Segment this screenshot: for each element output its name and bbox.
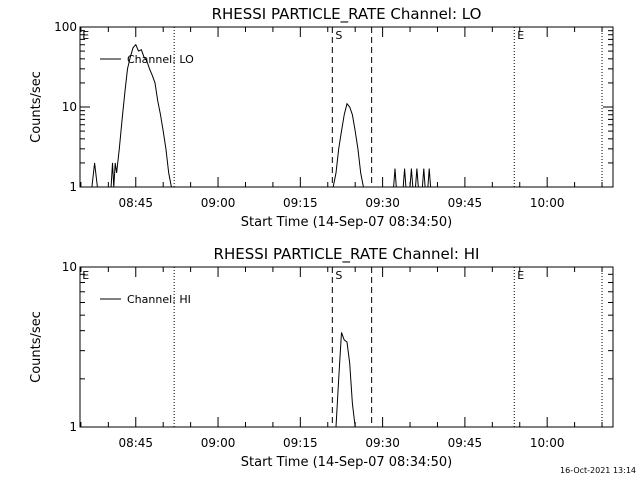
marker-label: S — [335, 269, 342, 282]
marker-label: E — [82, 29, 89, 42]
legend-label: Channel: LO — [127, 53, 194, 66]
y-axis-label: Counts/sec — [29, 71, 44, 143]
legend-label: Channel: HI — [127, 293, 191, 306]
x-tick-label: 10:00 — [530, 436, 565, 450]
x-tick-label: 09:00 — [201, 196, 236, 210]
marker-label: E — [517, 269, 524, 282]
x-tick-label: 09:15 — [283, 436, 318, 450]
panel-hi: RHESSI PARTICLE_RATE Channel: HI Start Ti… — [29, 245, 614, 470]
chart-title: RHESSI PARTICLE_RATE Channel: HI — [214, 245, 480, 264]
chart-title: RHESSI PARTICLE_RATE Channel: LO — [212, 5, 482, 24]
plot-frame — [79, 266, 614, 428]
x-tick-label: 09:30 — [365, 436, 400, 450]
x-tick-label: 09:15 — [283, 196, 318, 210]
marker-label: S — [335, 29, 342, 42]
marker-label: E — [82, 269, 89, 282]
series-line — [335, 332, 356, 428]
x-tick-label: 09:00 — [201, 436, 236, 450]
x-axis-label: Start Time (14-Sep-07 08:34:50) — [241, 215, 452, 230]
series-line — [91, 43, 432, 188]
x-tick-label: 08:45 — [118, 196, 153, 210]
panel-lo: RHESSI PARTICLE_RATE Channel: LO Start Ti… — [29, 5, 614, 230]
footer-timestamp: 16-Oct-2021 13:14 — [560, 466, 636, 475]
x-tick-label: 09:45 — [448, 436, 483, 450]
marker-label: E — [517, 29, 524, 42]
x-tick-label: 09:45 — [448, 196, 483, 210]
y-tick-label: 1 — [69, 180, 77, 194]
y-tick-label: 1 — [69, 420, 77, 434]
y-tick-label: 100 — [54, 20, 77, 34]
x-tick-label: 10:00 — [530, 196, 565, 210]
x-tick-label: 09:30 — [365, 196, 400, 210]
y-tick-label: 10 — [62, 100, 77, 114]
x-axis-label: Start Time (14-Sep-07 08:34:50) — [241, 455, 452, 470]
y-axis-label: Counts/sec — [29, 311, 44, 383]
y-tick-label: 10 — [62, 260, 77, 274]
x-tick-label: 08:45 — [118, 436, 153, 450]
